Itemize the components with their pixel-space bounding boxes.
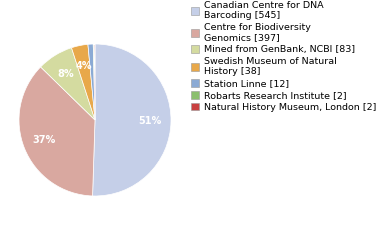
Wedge shape bbox=[41, 48, 95, 120]
Wedge shape bbox=[93, 44, 171, 196]
Text: 4%: 4% bbox=[76, 61, 92, 72]
Text: 37%: 37% bbox=[33, 135, 56, 145]
Text: 51%: 51% bbox=[138, 116, 162, 126]
Wedge shape bbox=[88, 44, 95, 120]
Wedge shape bbox=[19, 67, 95, 196]
Text: 8%: 8% bbox=[58, 69, 74, 78]
Wedge shape bbox=[94, 44, 95, 120]
Legend: Canadian Centre for DNA
Barcoding [545], Centre for Biodiversity
Genomics [397],: Canadian Centre for DNA Barcoding [545],… bbox=[190, 0, 377, 113]
Wedge shape bbox=[93, 44, 95, 120]
Wedge shape bbox=[71, 44, 95, 120]
